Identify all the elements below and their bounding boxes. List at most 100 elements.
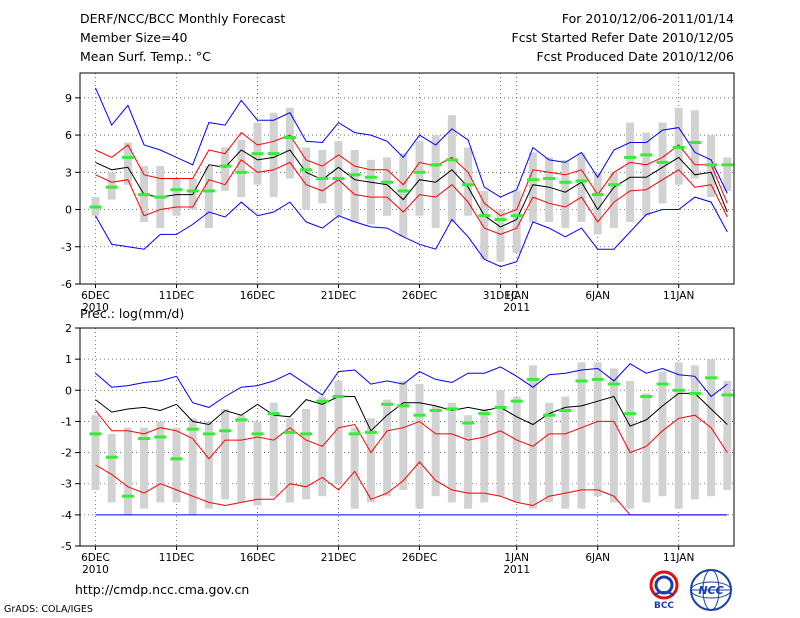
series-line-mean [95,392,728,432]
series-line-mean [95,149,728,228]
spread-box [496,390,505,497]
forecast-period: For 2010/12/06-2011/01/14 [561,11,734,26]
median-mark [559,409,572,413]
median-mark [121,155,134,159]
spread-box [285,418,294,503]
x-tick-year-label: 2010 [82,302,109,314]
median-mark [607,382,620,386]
median-mark [721,163,734,167]
median-mark [235,418,248,422]
median-mark [89,432,102,436]
y-tick-label: -3 [61,241,72,254]
spread-box [723,380,732,490]
spread-box [447,115,456,222]
x-tick-label: 6DEC [81,552,110,564]
series-line-lower [95,159,728,235]
spread-box [318,149,327,204]
x-tick-label: 16DEC [240,290,275,302]
spread-box [107,433,116,503]
spread-box [285,107,294,179]
median-mark [510,399,523,403]
spread-box [577,153,586,222]
spread-box [302,147,311,210]
forecast-produced-date: Fcst Produced Date 2010/12/06 [536,49,734,64]
spread-box [123,427,132,515]
x-tick-label: 11DEC [159,290,194,302]
plot-frame [79,72,735,285]
median-mark [721,393,734,397]
median-mark [332,177,345,180]
y-tick-label: -2 [61,447,72,460]
x-tick-label: 11JAN [663,552,694,564]
x-tick-label: 11DEC [159,552,194,564]
x-tick-label: 21DEC [321,552,356,564]
median-mark [219,164,232,168]
median-mark [559,180,572,184]
x-tick-year-label: 2011 [503,564,530,576]
spread-box [593,362,602,497]
spread-box [172,427,181,503]
spread-box [415,141,424,216]
median-mark [478,412,491,416]
median-mark [575,179,588,183]
spread-box [464,147,473,216]
spread-box [561,396,570,509]
x-tick-label: 21DEC [321,290,356,302]
spread-box [626,380,635,509]
spread-box [302,408,311,500]
y-tick-label: 0 [65,204,72,217]
series-line-lower [95,461,728,516]
median-mark [300,432,313,436]
spread-box [480,190,489,260]
spread-box [237,140,246,198]
spread-box [350,149,359,222]
median-mark [462,421,475,425]
source-url[interactable]: http://cmdp.ncc.cma.gov.cn [75,582,250,597]
chart-title: DERF/NCC/BCC Monthly Forecast [80,11,286,26]
spread-box [480,408,489,503]
median-mark [705,376,718,380]
spread-box [577,362,586,509]
bcc-logo-text: BCC [654,601,674,611]
median-mark [672,388,685,392]
spread-box [690,365,699,500]
spread-box [609,368,618,503]
median-mark [316,399,329,403]
median-mark [138,437,151,441]
spread-box [91,415,100,490]
median-mark [705,163,718,167]
spread-box [399,153,408,237]
median-mark [591,377,604,381]
median-mark [348,432,361,436]
spread-box [464,415,473,509]
spread-box [642,132,651,216]
median-mark [526,377,539,381]
spread-box [140,427,149,509]
y-tick-label: -1 [61,415,72,428]
median-mark [429,163,442,167]
median-mark [202,432,215,436]
x-tick-year-label: 2010 [82,564,109,576]
spread-box [221,408,230,500]
y-tick-label: -4 [61,509,72,522]
median-mark [672,145,685,149]
spread-box [496,209,505,262]
spread-box [593,172,602,235]
median-mark [219,429,232,433]
median-mark [381,180,394,184]
median-mark [413,413,426,417]
y-tick-label: -5 [61,540,72,553]
spread-box [528,152,537,222]
median-mark [543,413,556,417]
spread-box [123,142,132,185]
y-tick-label: 9 [65,92,72,105]
median-mark [89,205,102,209]
median-mark [202,189,215,193]
median-mark [364,430,377,434]
spread-box [156,421,165,503]
y-tick-label: 0 [65,384,72,397]
spread-box [512,396,521,503]
median-mark [607,183,620,187]
spread-box [642,393,651,503]
